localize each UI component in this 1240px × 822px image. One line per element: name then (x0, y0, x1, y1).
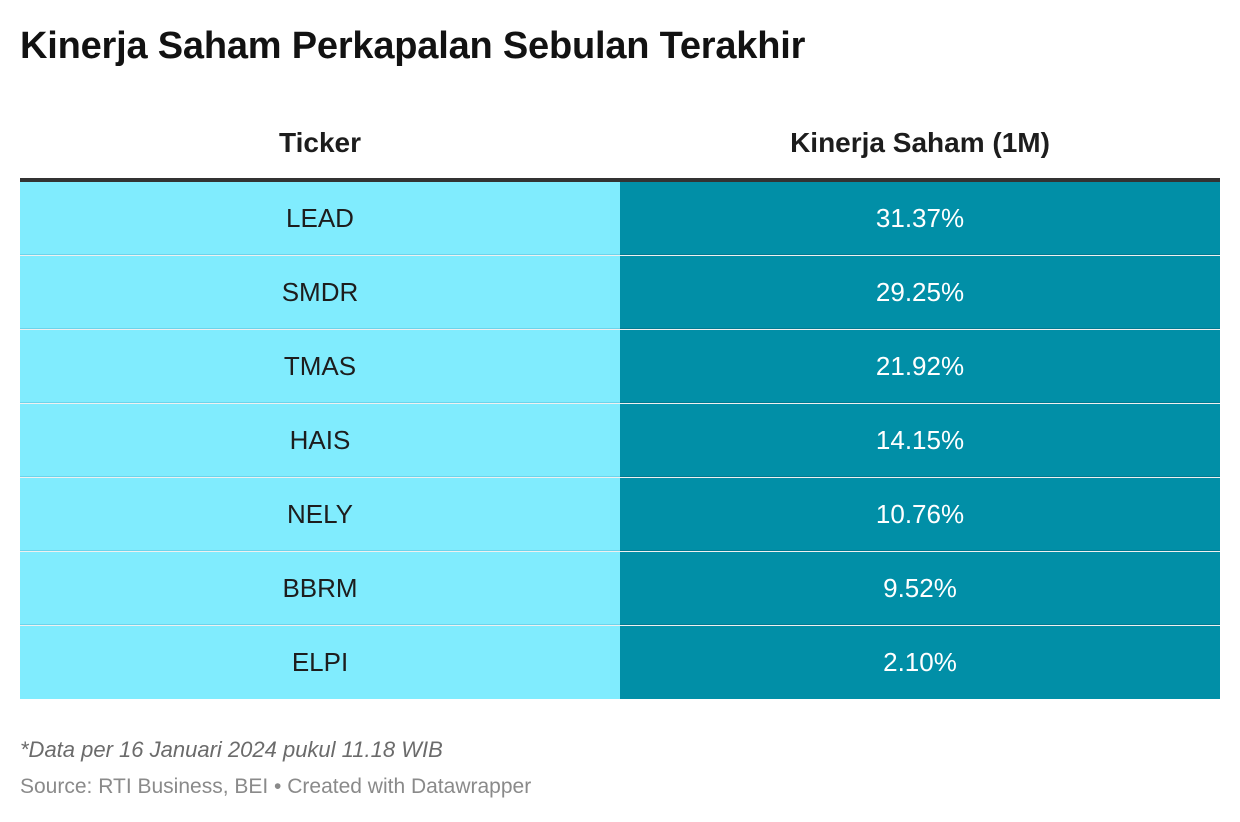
ticker-cell: HAIS (20, 404, 620, 477)
performance-cell: 9.52% (620, 552, 1220, 625)
table-row: LEAD 31.37% (20, 182, 1220, 256)
table-row: HAIS 14.15% (20, 404, 1220, 478)
ticker-cell: TMAS (20, 330, 620, 403)
performance-table: Ticker Kinerja Saham (1M) LEAD 31.37% SM… (20, 110, 1220, 699)
table-row: NELY 10.76% (20, 478, 1220, 552)
performance-cell: 31.37% (620, 182, 1220, 255)
table-row: TMAS 21.92% (20, 330, 1220, 404)
column-header-performance: Kinerja Saham (1M) (790, 127, 1050, 158)
source-credit: Source: RTI Business, BEI • Created with… (20, 775, 532, 798)
table-row: SMDR 29.25% (20, 256, 1220, 330)
ticker-cell: SMDR (20, 256, 620, 329)
ticker-cell: ELPI (20, 626, 620, 699)
ticker-cell: LEAD (20, 182, 620, 255)
table-header: Ticker Kinerja Saham (1M) (20, 110, 1220, 182)
performance-cell: 21.92% (620, 330, 1220, 403)
performance-cell: 29.25% (620, 256, 1220, 329)
performance-cell: 2.10% (620, 626, 1220, 699)
table-row: BBRM 9.52% (20, 552, 1220, 626)
chart-title: Kinerja Saham Perkapalan Sebulan Terakhi… (20, 25, 806, 67)
performance-cell: 10.76% (620, 478, 1220, 551)
column-header-ticker: Ticker (279, 127, 361, 158)
data-timestamp-note: *Data per 16 Januari 2024 pukul 11.18 WI… (20, 737, 443, 762)
table-body: LEAD 31.37% SMDR 29.25% TMAS 21.92% HAIS… (20, 182, 1220, 699)
table-row: ELPI 2.10% (20, 626, 1220, 699)
performance-cell: 14.15% (620, 404, 1220, 477)
ticker-cell: BBRM (20, 552, 620, 625)
ticker-cell: NELY (20, 478, 620, 551)
